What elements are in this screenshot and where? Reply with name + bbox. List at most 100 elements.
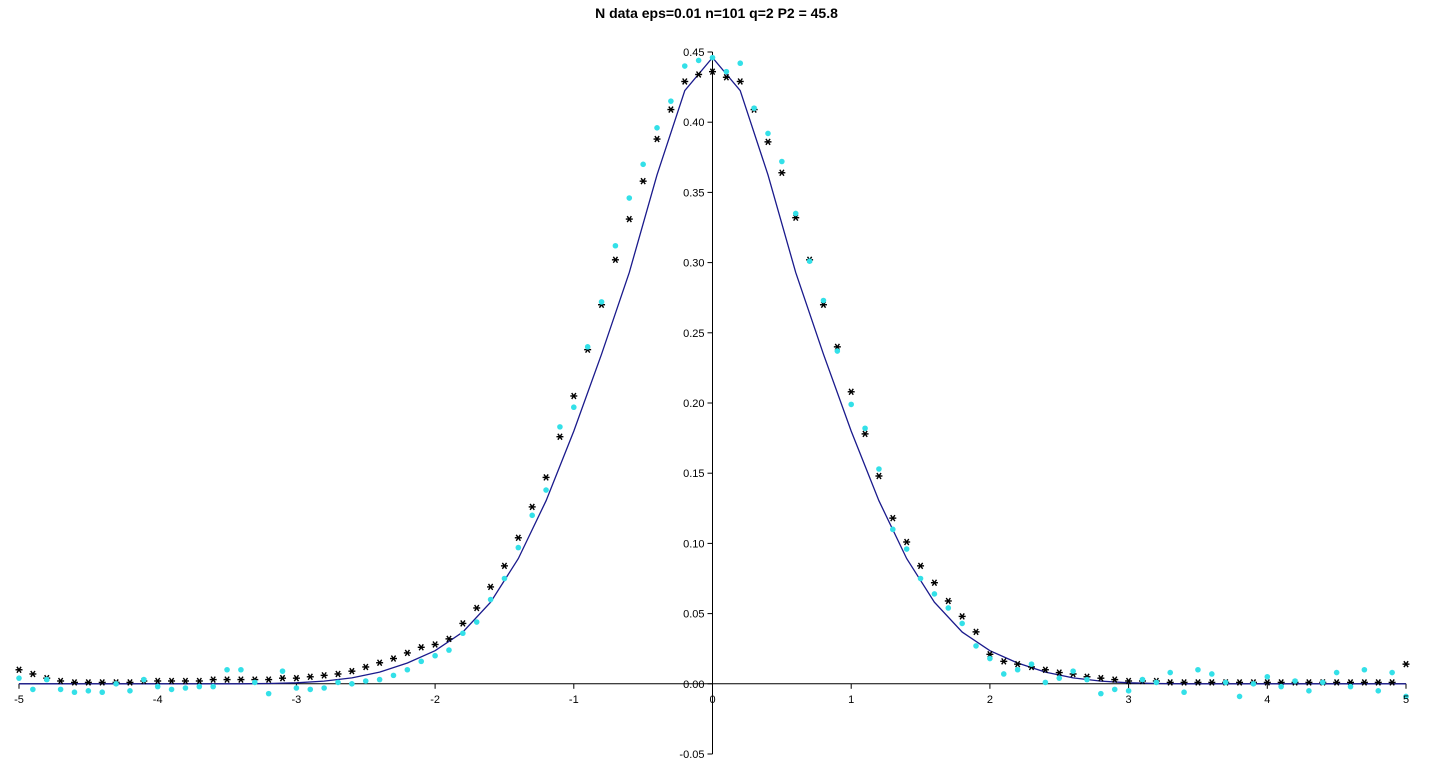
star-point	[487, 583, 495, 591]
dot-point	[515, 544, 522, 551]
star-stroke	[501, 562, 508, 570]
star-point	[473, 604, 481, 612]
star-point	[722, 73, 730, 81]
x-tick-label: 4	[1264, 694, 1270, 706]
dot-point	[238, 666, 244, 673]
dot-point	[973, 643, 979, 649]
star-stroke	[85, 679, 92, 686]
star-stroke	[99, 679, 105, 686]
dot-point	[557, 424, 563, 430]
star-stroke	[904, 538, 910, 546]
dot-point	[307, 686, 314, 693]
star-point	[29, 670, 37, 678]
star-stroke	[376, 659, 383, 667]
star-point	[168, 677, 176, 685]
dot-series-layer	[16, 54, 1409, 700]
star-point	[778, 169, 786, 177]
star-stroke	[1112, 676, 1118, 683]
dot-point	[335, 679, 341, 686]
star-stroke	[57, 677, 64, 685]
dot-point	[154, 683, 161, 690]
dot-point	[1139, 676, 1146, 683]
star-point	[653, 135, 661, 143]
tick-labels: -5 -4 -3 -2 -1 0 1 2 3 4 5 0.45 0.40 0.35 0.30 0.25 0.20…	[14, 47, 1409, 758]
star-stroke	[917, 562, 924, 570]
star-stroke	[418, 643, 424, 651]
dot-point	[16, 675, 22, 681]
star-point	[362, 663, 370, 671]
dot-point	[709, 54, 716, 61]
dot-point	[460, 630, 466, 637]
dot-point	[57, 686, 64, 693]
star-point	[237, 676, 245, 683]
dot-point	[876, 466, 882, 472]
dot-point	[654, 125, 660, 131]
star-stroke	[335, 670, 341, 678]
dot-point	[959, 620, 965, 627]
star-point	[889, 514, 897, 522]
star-point	[459, 620, 467, 627]
dot-point	[1250, 681, 1257, 687]
star-point	[709, 68, 716, 76]
dot-point	[251, 679, 258, 686]
dot-point	[792, 210, 799, 217]
dot-point	[390, 672, 397, 679]
star-point	[57, 677, 65, 685]
x-tick-label: 3	[1126, 694, 1132, 706]
star-point	[528, 503, 536, 511]
dot-point	[848, 401, 854, 408]
star-point	[431, 641, 439, 648]
dot-point	[1236, 693, 1243, 700]
dot-point	[1042, 679, 1049, 686]
star-stroke	[404, 649, 411, 657]
dot-point	[1278, 683, 1284, 690]
dot-point	[1306, 688, 1312, 694]
star-stroke	[557, 433, 563, 441]
star-stroke	[1209, 679, 1215, 686]
star-point	[181, 677, 189, 685]
dot-point	[127, 688, 133, 694]
star-point	[875, 472, 883, 480]
star-point	[1208, 679, 1216, 686]
star-stroke	[224, 676, 230, 683]
star-stroke	[543, 474, 549, 481]
star-point	[625, 215, 633, 223]
star-stroke	[1098, 674, 1104, 682]
y-tick-label: 0.25	[683, 328, 704, 340]
dot-point	[584, 344, 591, 350]
star-stroke	[876, 472, 882, 480]
star-stroke	[182, 677, 189, 685]
star-stroke	[1361, 679, 1368, 686]
star-stroke	[709, 68, 716, 76]
star-point	[389, 655, 397, 662]
dot-point	[1098, 690, 1104, 697]
star-stroke	[612, 256, 619, 264]
dot-point	[945, 605, 952, 611]
star-stroke	[737, 78, 743, 85]
dot-point	[376, 676, 383, 683]
star-stroke	[363, 663, 369, 671]
star-point	[292, 674, 300, 682]
y-tick-label: 0.35	[683, 187, 704, 199]
x-tick-label: -3	[292, 694, 302, 706]
x-tick-label: -5	[14, 694, 24, 706]
dot-point	[834, 348, 841, 354]
dot-point	[1403, 693, 1409, 700]
star-point	[70, 679, 78, 686]
dot-point	[1014, 666, 1021, 673]
dot-point	[404, 666, 411, 673]
star-point	[306, 673, 314, 681]
dot-point	[446, 647, 452, 653]
dot-point	[1222, 679, 1229, 686]
dot-point	[279, 668, 286, 674]
star-stroke	[862, 430, 868, 438]
star-stroke	[945, 597, 951, 605]
dot-point	[598, 299, 605, 305]
star-stroke	[1001, 657, 1007, 665]
star-point	[1236, 679, 1244, 686]
dot-point	[931, 591, 938, 597]
dot-point	[862, 425, 868, 432]
dot-point	[820, 297, 827, 304]
star-stroke	[515, 534, 521, 542]
